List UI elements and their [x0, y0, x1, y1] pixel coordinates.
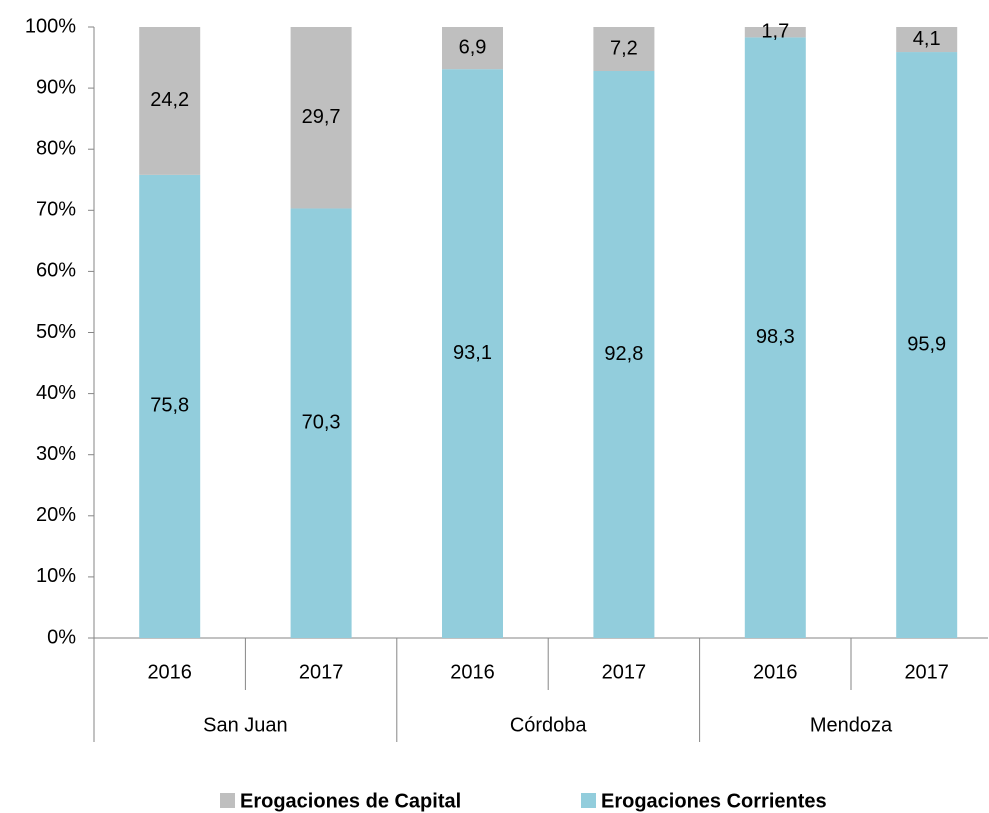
x-tick-label: 2017 [602, 661, 647, 683]
data-label: 29,7 [302, 106, 341, 128]
bar-segment [593, 27, 655, 71]
x-tick-label: 2016 [753, 661, 798, 683]
data-label: 98,3 [756, 326, 795, 348]
y-tick-label: 10% [36, 565, 76, 587]
legend-label: Erogaciones Corrientes [601, 790, 827, 812]
data-label: 93,1 [453, 342, 492, 364]
y-tick-label: 100% [25, 15, 76, 37]
bar-segment [744, 27, 806, 38]
data-label: 92,8 [604, 343, 643, 365]
bar-segment [896, 27, 958, 53]
data-label: 7,2 [610, 37, 638, 59]
group-label: Mendoza [810, 714, 893, 736]
legend-label: Erogaciones de Capital [240, 790, 461, 812]
x-tick-label: 2017 [904, 661, 949, 683]
y-tick-label: 50% [36, 321, 76, 343]
y-tick-label: 20% [36, 504, 76, 526]
data-label: 1,7 [761, 20, 789, 42]
bar-segment [442, 27, 503, 70]
y-tick-label: 80% [36, 137, 76, 159]
y-tick-label: 90% [36, 76, 76, 98]
data-label: 24,2 [150, 89, 189, 111]
y-tick-label: 60% [36, 260, 76, 282]
x-tick-label: 2016 [450, 661, 495, 683]
bar-segment [139, 174, 201, 638]
y-tick-label: 70% [36, 199, 76, 221]
data-label: 6,9 [459, 36, 487, 58]
legend-swatch [220, 793, 235, 808]
data-label: 95,9 [907, 333, 946, 355]
x-tick-label: 2016 [147, 661, 192, 683]
bar-segment [593, 70, 655, 638]
data-label: 70,3 [302, 412, 341, 434]
bar-segment [290, 208, 352, 639]
bar-segment [442, 69, 503, 638]
data-label: 4,1 [913, 28, 941, 50]
bar-segment [139, 27, 201, 175]
y-tick-label: 0% [47, 626, 76, 648]
bar-segment [744, 37, 806, 638]
legend-swatch [581, 793, 596, 808]
y-tick-label: 30% [36, 443, 76, 465]
bar-segment [896, 52, 958, 638]
bar-segment [290, 27, 352, 209]
group-label: San Juan [203, 714, 288, 736]
x-tick-label: 2017 [299, 661, 344, 683]
group-label: Córdoba [510, 714, 588, 736]
data-label: 75,8 [150, 395, 189, 417]
y-tick-label: 40% [36, 382, 76, 404]
